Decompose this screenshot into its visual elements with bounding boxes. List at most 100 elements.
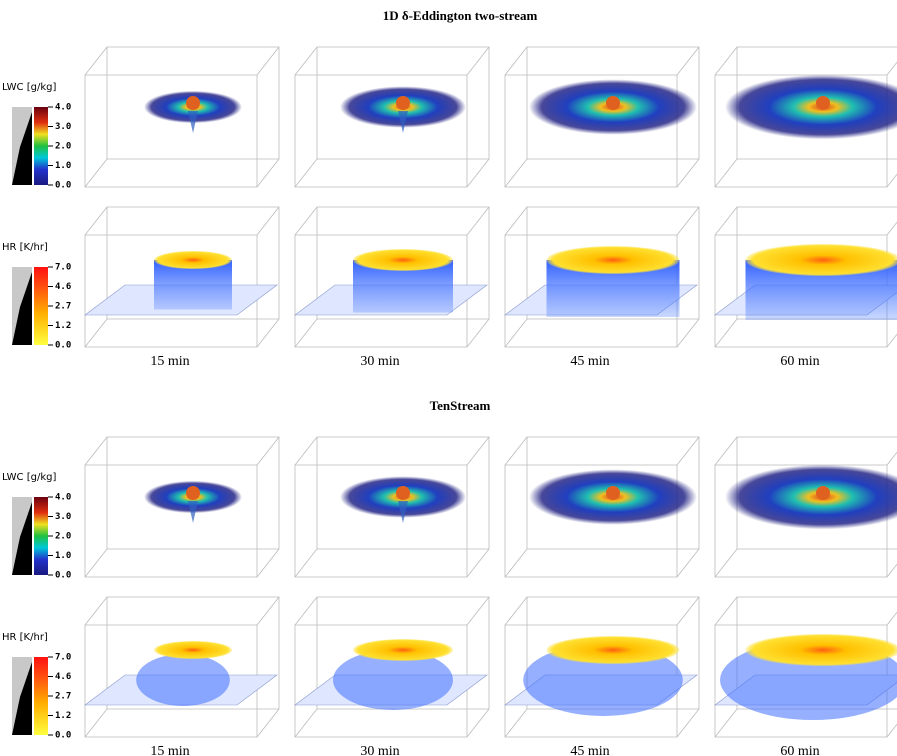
colorbar-tick-label: 7.0	[55, 653, 71, 663]
time-label: 30 min	[360, 744, 399, 756]
colorbar	[34, 267, 48, 345]
colorbar-tick-label: 4.6	[55, 282, 71, 292]
box-edge	[715, 159, 737, 187]
hr-top	[746, 634, 897, 666]
time-label: 45 min	[570, 744, 609, 756]
colorbar-tick-label: 1.0	[55, 551, 71, 561]
box-edge	[715, 437, 737, 465]
box-edge	[85, 597, 107, 625]
box-edge	[257, 549, 279, 577]
colorbar-tick-label: 4.0	[55, 493, 71, 503]
box-edge	[467, 549, 489, 577]
colorbar-tick-label: 2.0	[55, 142, 71, 152]
box-edge	[257, 319, 279, 347]
box-edge	[467, 47, 489, 75]
hr-top	[547, 246, 680, 274]
colorbar-tick-label: 2.7	[55, 302, 71, 312]
box-edge	[85, 549, 107, 577]
box-edge	[715, 549, 737, 577]
box-edge	[887, 319, 897, 347]
box-edge	[257, 709, 279, 737]
box-edge	[505, 549, 527, 577]
box-edge	[887, 159, 897, 187]
hr-top	[154, 251, 232, 269]
colorbar-tick-label: 1.0	[55, 161, 71, 171]
time-label: 60 min	[780, 354, 819, 369]
box-edge	[887, 709, 897, 737]
box-edge	[85, 437, 107, 465]
box-edge	[715, 709, 737, 737]
box-edge	[295, 597, 317, 625]
lwc-cloud	[725, 465, 897, 530]
box-edge	[715, 319, 737, 347]
box-edge	[677, 597, 699, 625]
box-edge	[257, 437, 279, 465]
lwc-core	[816, 486, 830, 500]
box-edge	[295, 159, 317, 187]
box-edge	[257, 159, 279, 187]
hr-top	[353, 639, 453, 661]
box-edge	[85, 709, 107, 737]
lwc-cloud	[725, 75, 897, 140]
box-edge	[505, 597, 527, 625]
box-edge	[505, 319, 527, 347]
lwc-core	[396, 486, 410, 500]
box-edge	[677, 709, 699, 737]
box-front	[85, 75, 257, 187]
hr-top	[154, 641, 232, 659]
lwc-core	[606, 96, 620, 110]
box-edge	[677, 437, 699, 465]
time-label: 45 min	[570, 354, 609, 369]
colorbar-tick-label: 0.0	[55, 571, 71, 581]
box-edge	[295, 47, 317, 75]
section-title: TenStream	[430, 398, 491, 413]
box-edge	[257, 597, 279, 625]
box-edge	[295, 709, 317, 737]
colorbar-label: HR [K/hr]	[2, 632, 48, 643]
time-label: 15 min	[150, 744, 189, 756]
box-edge	[257, 207, 279, 235]
box-edge	[467, 207, 489, 235]
time-label: 30 min	[360, 354, 399, 369]
box-edge	[505, 437, 527, 465]
box-edge	[715, 47, 737, 75]
colorbar-label: LWC [g/kg]	[2, 472, 56, 483]
colorbar-tick-label: 1.2	[55, 711, 71, 721]
box-edge	[467, 709, 489, 737]
time-label: 15 min	[150, 354, 189, 369]
box-edge	[715, 597, 737, 625]
box-edge	[505, 47, 527, 75]
box-edge	[467, 159, 489, 187]
colorbar	[34, 657, 48, 735]
box-edge	[505, 159, 527, 187]
box-edge	[467, 597, 489, 625]
colorbar-tick-label: 4.6	[55, 672, 71, 682]
hr-top	[353, 249, 453, 271]
box-edge	[715, 207, 737, 235]
figure: 1D δ-Eddington two-stream LWC [g/kg] 4.0 3.…	[0, 0, 897, 756]
lwc-core	[606, 486, 620, 500]
colorbar-label: LWC [g/kg]	[2, 82, 56, 93]
colorbar-tick-label: 7.0	[55, 263, 71, 273]
box-edge	[85, 319, 107, 347]
colorbar-tick-label: 1.2	[55, 321, 71, 331]
colorbar	[34, 107, 48, 185]
box-edge	[677, 207, 699, 235]
colorbar-tick-label: 3.0	[55, 122, 71, 132]
box-edge	[677, 47, 699, 75]
box-edge	[295, 207, 317, 235]
lwc-core	[816, 96, 830, 110]
lwc-core	[186, 486, 200, 500]
box-edge	[295, 319, 317, 347]
box-front	[85, 465, 257, 577]
colorbar-tick-label: 0.0	[55, 341, 71, 351]
colorbar	[34, 497, 48, 575]
box-edge	[887, 597, 897, 625]
box-edge	[677, 549, 699, 577]
section-title: 1D δ-Eddington two-stream	[383, 8, 538, 23]
box-edge	[887, 207, 897, 235]
box-edge	[85, 159, 107, 187]
lwc-core	[396, 96, 410, 110]
box-edge	[295, 549, 317, 577]
box-edge	[85, 207, 107, 235]
